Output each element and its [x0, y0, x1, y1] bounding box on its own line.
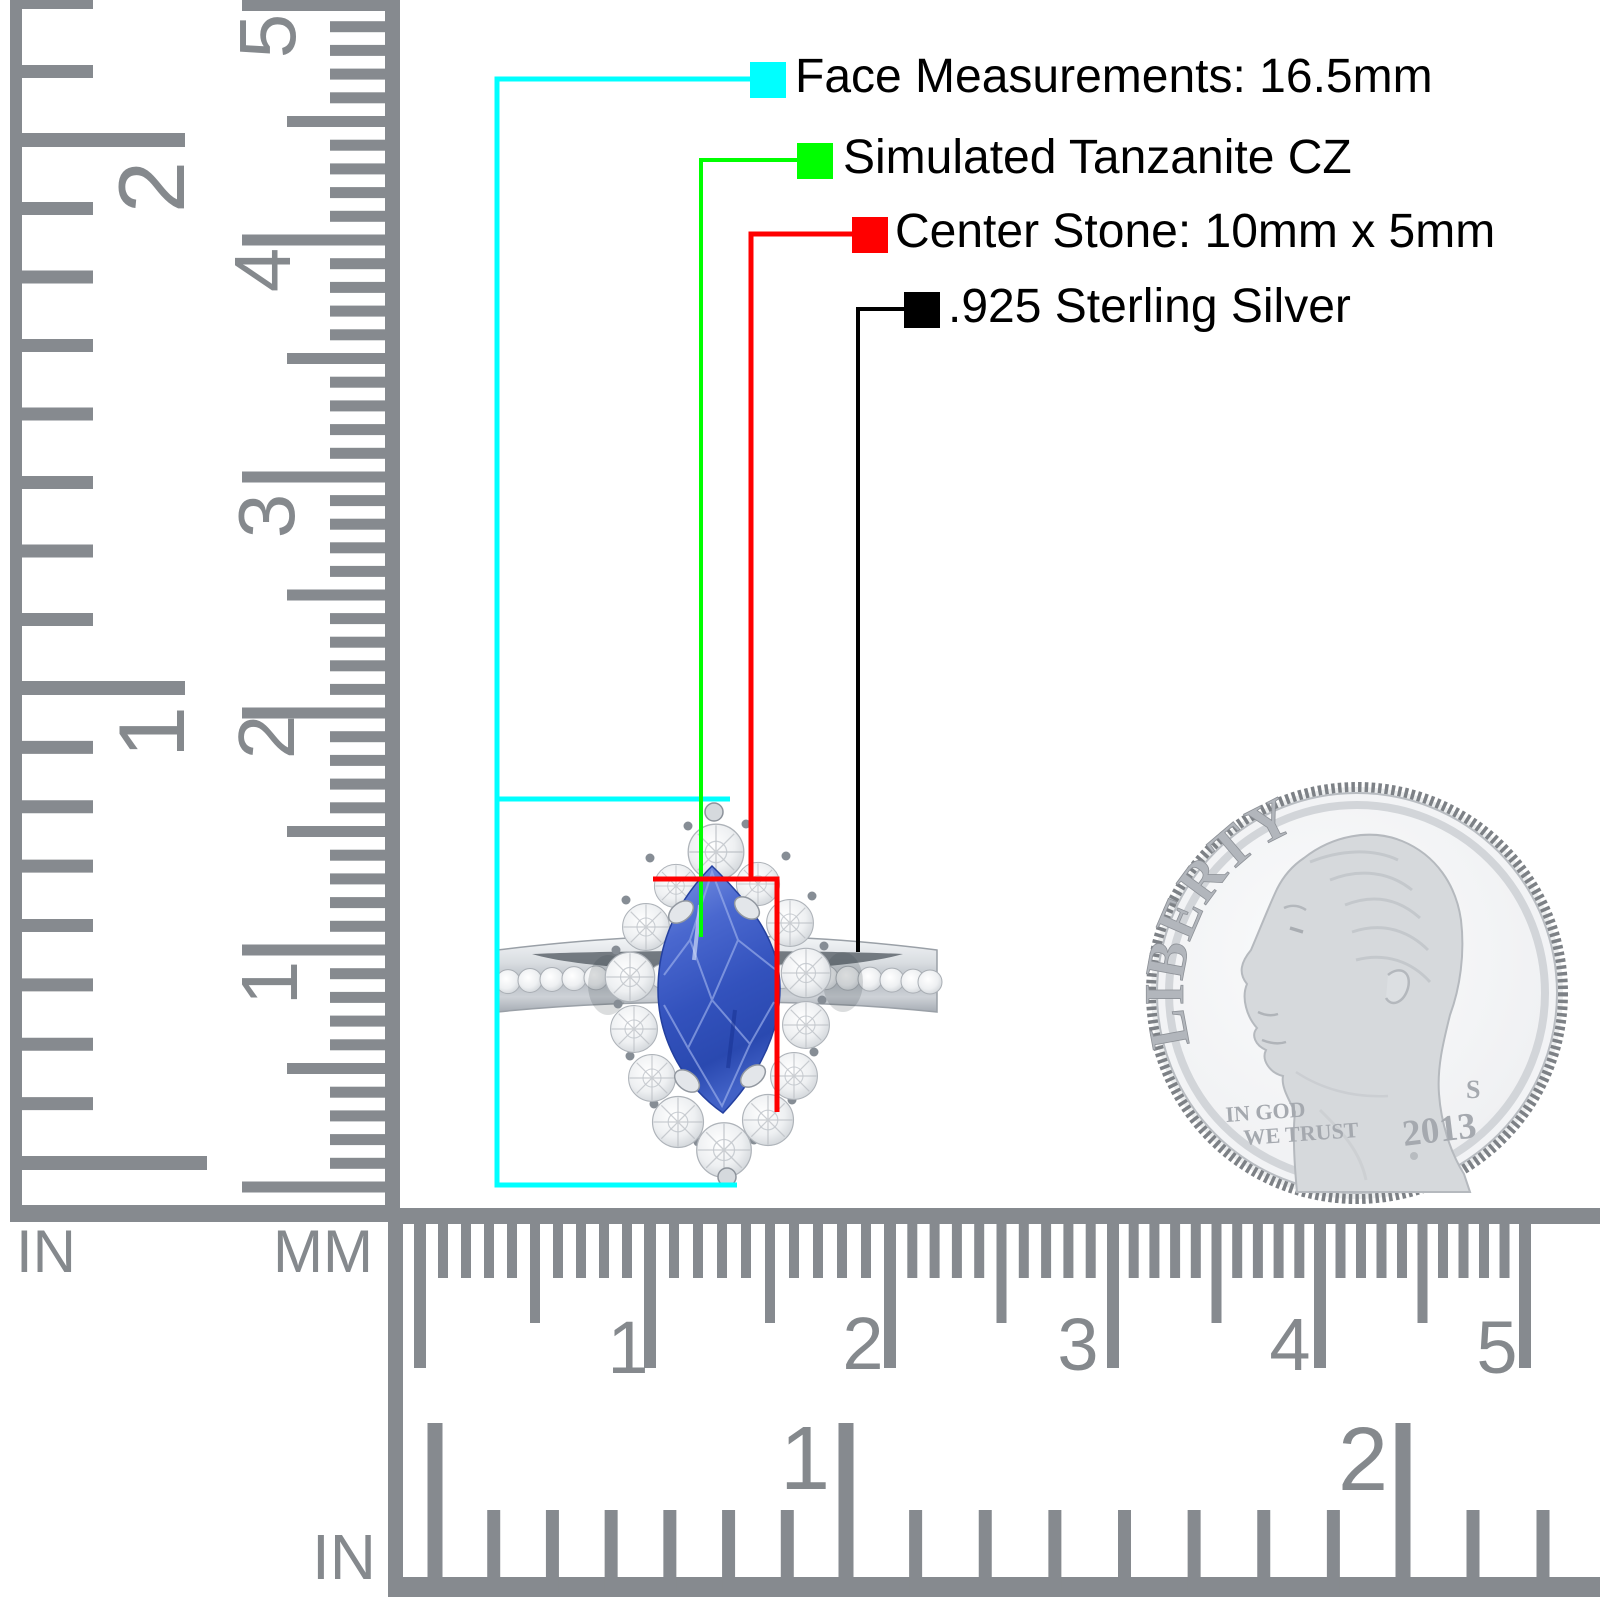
left-mm-ruler	[242, 0, 400, 1222]
dime-coin: LIBERTY IN GOD WE TRUST S 2013	[1134, 782, 1568, 1204]
swatch-center-stone	[852, 217, 888, 253]
swatch-face-measurements	[750, 62, 786, 98]
bottom-inch-scale	[427, 1423, 1550, 1593]
bottom-mm-label-5: 5	[1476, 1306, 1518, 1389]
callout-line-center-stone	[653, 231, 852, 1112]
left-mm-label-2: 2	[222, 714, 311, 760]
bottom-ruler	[388, 1208, 1600, 1597]
label-tanzanite: Simulated Tanzanite CZ	[843, 131, 1352, 184]
swatch-tanzanite	[797, 143, 833, 179]
label-face-measurements: Face Measurements: 16.5mm	[795, 50, 1433, 103]
coin-motto-line1: IN GOD	[1225, 1096, 1307, 1127]
center-stone	[657, 864, 781, 1114]
callout-line-face-measurements	[494, 76, 750, 1188]
bottom-mm-label-1: 1	[607, 1306, 649, 1389]
left-mm-label-1: 1	[225, 960, 314, 1006]
left-inch-label-1: 1	[99, 705, 204, 759]
bottom-mm-label-3: 3	[1057, 1303, 1099, 1386]
left-inch-ruler	[10, 0, 207, 1222]
roosevelt-portrait	[1240, 833, 1472, 1193]
ring-photo	[495, 802, 943, 1187]
left-mm-label-4: 4	[218, 247, 307, 293]
label-sterling-silver: .925 Sterling Silver	[948, 280, 1351, 333]
callout-line-tanzanite	[699, 158, 797, 937]
left-ruler-bottom-edge	[10, 1205, 400, 1222]
prongs	[667, 896, 767, 1093]
left-inch-unit: IN	[16, 1218, 76, 1285]
left-mm-label-5: 5	[223, 13, 312, 59]
coin-year: 2013	[1400, 1105, 1478, 1155]
bottom-mm-label-2: 2	[842, 1302, 884, 1385]
left-inch-label-2: 2	[99, 160, 204, 214]
left-mm-unit: MM	[273, 1218, 373, 1285]
bottom-mm-scale	[414, 1224, 1531, 1368]
callout-line-sterling-silver	[856, 307, 904, 952]
bottom-inch-label-1: 1	[779, 1409, 831, 1509]
callout-lines	[494, 62, 940, 1188]
bottom-inch-unit: IN	[312, 1521, 376, 1593]
left-mm-label-3: 3	[222, 493, 311, 539]
top-tip-bead	[704, 802, 724, 822]
label-center-stone: Center Stone: 10mm x 5mm	[895, 205, 1496, 258]
bottom-inch-label-2: 2	[1337, 1410, 1389, 1510]
bottom-mm-label-4: 4	[1269, 1303, 1311, 1386]
swatch-sterling-silver	[904, 292, 940, 328]
coin-mint-mark: S	[1466, 1075, 1480, 1104]
